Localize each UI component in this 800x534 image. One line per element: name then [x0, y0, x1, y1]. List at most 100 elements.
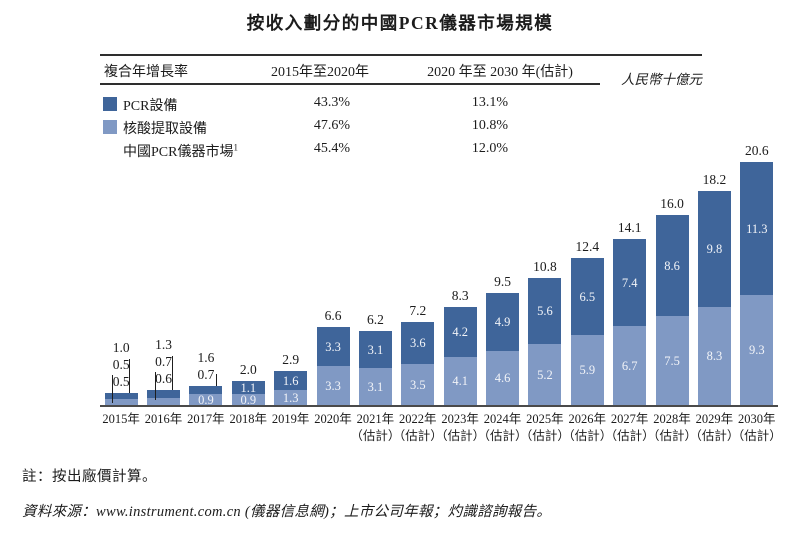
- bar-outside-labels: 20.6: [745, 143, 769, 158]
- segment-value-label: 4.9: [494, 315, 511, 329]
- segment-value-label: 3.1: [367, 379, 384, 394]
- stacked-bar: 1.1 0.9: [231, 380, 265, 407]
- bar-total-label: 7.2: [409, 303, 427, 318]
- x-axis-label-2024年: 2024年 （估計）: [477, 412, 528, 443]
- table-rule-top: [100, 54, 702, 56]
- bar-segment-pcr-equipment: 7.4: [613, 239, 647, 326]
- x-axis-label-2023年: 2023年 （估計）: [435, 412, 486, 443]
- stacked-bar: 11.3 9.3: [740, 162, 774, 405]
- x-axis-label-2015年: 2015年: [102, 412, 140, 426]
- segment-value-label: 0.9: [198, 392, 214, 407]
- bar-outside-labels: 7.2: [409, 303, 426, 318]
- leader-line: [112, 375, 114, 403]
- stacked-bar: 3.1 3.1: [358, 331, 392, 405]
- bar-group-2016年: 1.3 0.7 0.6 2016年: [142, 140, 184, 426]
- legend-label-text: 中國PCR儀器市場: [123, 145, 234, 160]
- segment-value-label: 5.9: [579, 363, 596, 377]
- cagr-value-nucleic-2020-2030: 10.8%: [471, 118, 509, 133]
- bar-outside-labels: 2.0: [240, 362, 257, 377]
- leader-line: [129, 359, 131, 393]
- bar-total-label: 9.5: [494, 274, 511, 289]
- segment-value-label: 3.6: [410, 336, 426, 350]
- header-period-2015-2020: 2015年至2020年: [271, 65, 369, 80]
- bar-segment-pcr-equipment: 3.6: [401, 322, 435, 364]
- table-header-row: 複合年增長率 2015年至2020年 2020 年至 2030 年(估計): [100, 59, 702, 83]
- bar-total-label: 1.6: [197, 350, 215, 365]
- legend: PCR設備 43.3% 13.1% 核酸提取設備 47.6% 10.8% 中國P…: [100, 94, 702, 163]
- bar-segment-nucleic-acid: 4.6: [486, 351, 520, 405]
- legend-label-nucleic-acid-extraction: 核酸提取設備: [123, 122, 207, 137]
- bar-outside-labels: 16.0: [660, 196, 684, 211]
- x-axis-label-2026年: 2026年 （估計）: [562, 412, 613, 443]
- bar-outside-labels: 12.4: [576, 239, 600, 254]
- bar-segment-pcr-equipment: [104, 393, 138, 399]
- bar-group-2025年: 10.8 5.6 5.2 2025年 （估計）: [520, 140, 570, 443]
- segment-value-label: 1.3: [282, 390, 299, 405]
- segment-value-outside-nucleic: 0.6: [155, 371, 172, 386]
- bar-segment-nucleic-acid: 8.3: [697, 307, 731, 405]
- bar-segment-nucleic-acid: 5.2: [528, 344, 562, 405]
- bar-group-2015年: 1.0 0.5 0.5 2015年: [100, 140, 142, 426]
- bar-group-2017年: 1.6 0.7 0.9 2017年: [185, 140, 227, 426]
- bar-total-label: 12.4: [575, 239, 600, 254]
- segment-value-label: 6.7: [621, 358, 638, 373]
- segment-value-label: 7.5: [664, 353, 680, 368]
- bar-segment-nucleic-acid: 3.3: [316, 366, 350, 405]
- footnote-superscript: 1: [233, 142, 238, 153]
- x-axis-label-2019年: 2019年: [271, 412, 310, 426]
- cagr-value-market-2020-2030: 12.0%: [471, 141, 509, 156]
- bar-group-2023年: 8.3 4.2 4.1 2023年 （估計）: [435, 140, 485, 443]
- bar-segment-pcr-equipment: 3.1: [358, 331, 392, 368]
- segment-value-label: 3.5: [410, 377, 426, 392]
- bar-segment-pcr-equipment: 3.3: [316, 327, 350, 366]
- bar-total-label: 1.0: [112, 340, 130, 355]
- stacked-bar: 9.8 8.3: [697, 191, 731, 405]
- bar-total-label: 20.6: [745, 143, 769, 158]
- legend-swatch-pcr-equipment: [103, 97, 117, 111]
- segment-value-label: 4.6: [494, 371, 511, 385]
- bar-outside-labels: 14.1: [618, 220, 642, 235]
- bar-segment-nucleic-acid: 9.3: [740, 295, 774, 405]
- bar-group-2021年: 6.2 3.1 3.1 2021年 （估計）: [350, 140, 400, 443]
- segment-value-label: 0.9: [240, 392, 257, 407]
- x-axis-label-2025年: 2025年 （估計）: [519, 412, 570, 443]
- segment-value-outside-pcr: 0.5: [112, 357, 130, 372]
- bar-total-label: 2.9: [282, 352, 300, 367]
- bar-group-2018年: 2.0 1.1 0.9 2018年: [227, 140, 269, 426]
- legend-row-china-pcr-market: 中國PCR儀器市場1 45.4% 12.0%: [100, 140, 702, 163]
- x-axis-label-2016年: 2016年: [144, 412, 183, 426]
- bar-segment-nucleic-acid: 7.5: [655, 316, 689, 405]
- header-cagr: 複合年增長率: [104, 65, 188, 80]
- bar-segment-pcr-equipment: 6.5: [570, 258, 604, 335]
- stacked-bar: 7.4 6.7: [613, 239, 647, 405]
- x-axis-label-2029年: 2029年 （估計）: [689, 412, 740, 443]
- bar-outside-labels: 10.8: [533, 259, 557, 274]
- segment-value-outside-nucleic: 0.5: [112, 374, 130, 389]
- bar-total-label: 14.1: [617, 220, 642, 235]
- segment-value-label: 8.6: [664, 258, 680, 273]
- stacked-bar-chart: 1.0 0.5 0.5 2015年 1.3 0.7 0.6 2016年 1.6 0.7 0.9 201…: [100, 140, 782, 443]
- bar-outside-labels: 6.2: [367, 312, 384, 327]
- bar-segment-nucleic-acid: [104, 399, 138, 405]
- segment-value-label: 1.1: [240, 380, 257, 395]
- bar-group-2029年: 18.2 9.8 8.3 2029年 （估計）: [689, 140, 739, 443]
- cagr-table: 複合年增長率 2015年至2020年 2020 年至 2030 年(估計) 人民…: [100, 54, 702, 163]
- chart-title: 按收入劃分的中國PCR儀器市場規模: [246, 13, 554, 33]
- x-axis-label-2020年: 2020年: [314, 412, 352, 426]
- bar-total-label: 8.3: [451, 288, 469, 303]
- leader-line: [154, 372, 156, 400]
- footnote: 註：按出廠價計算。: [22, 469, 157, 485]
- stacked-bar: 3.6 3.5: [401, 322, 435, 405]
- bar-segment-pcr-equipment: 1.1: [231, 380, 265, 395]
- cagr-value-nucleic-2015-2020: 47.6%: [313, 118, 351, 133]
- segment-value-label: 6.5: [579, 289, 596, 304]
- table-rule-bottom: [100, 83, 600, 85]
- stacked-bar: 4.9 4.6: [486, 293, 520, 405]
- bar-segment-pcr-equipment: [147, 390, 181, 398]
- x-axis-label-2030年: 2030年 （估計）: [731, 412, 782, 443]
- bar-outside-labels: 1.3 0.7 0.6: [155, 337, 172, 386]
- stacked-bar: [104, 393, 138, 405]
- bar-segment-pcr-equipment: 8.6: [655, 215, 689, 316]
- bar-outside-labels: 1.0 0.5 0.5: [113, 340, 130, 389]
